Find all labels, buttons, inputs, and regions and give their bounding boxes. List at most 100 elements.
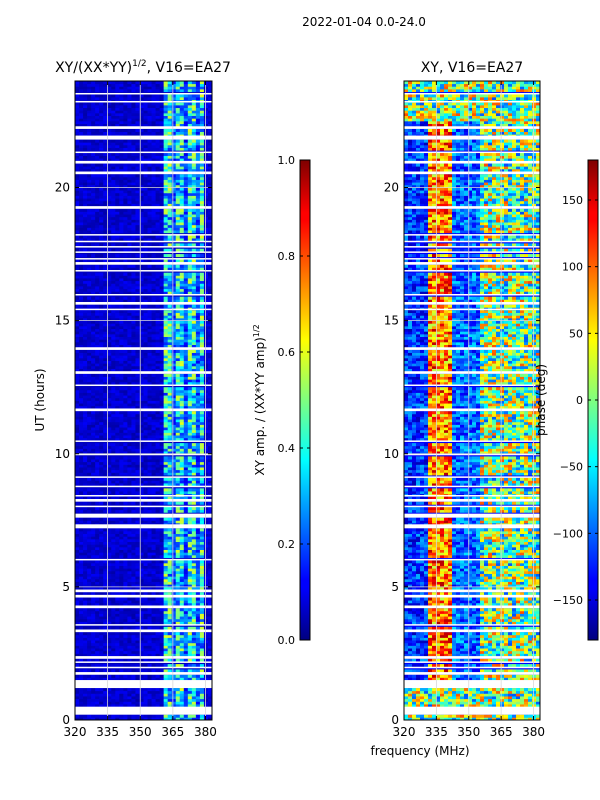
heatmap-cell [131, 546, 136, 550]
heatmap-cell [99, 658, 104, 662]
heatmap-cell [207, 312, 212, 316]
heatmap-cell [95, 677, 100, 681]
heatmap-cell [199, 413, 205, 417]
heatmap-cell [199, 528, 205, 532]
heatmap-cell [143, 488, 148, 492]
heatmap-cell [147, 278, 152, 282]
heatmap-cell [191, 344, 197, 348]
heatmap-cell [151, 376, 156, 380]
heatmap-cell [203, 333, 209, 337]
heatmap-cell [79, 560, 84, 564]
heatmap-cell [83, 717, 88, 720]
heatmap-cell [191, 536, 197, 540]
heatmap-cell [199, 653, 205, 657]
heatmap-cell [143, 610, 148, 614]
heatmap-cell [79, 584, 84, 588]
heatmap-cell [119, 576, 124, 580]
heatmap-cell [111, 704, 116, 708]
heatmap-cell [179, 544, 185, 548]
heatmap-cell [183, 472, 189, 476]
heatmap-cell [163, 272, 169, 276]
heatmap-cell [119, 230, 124, 234]
heatmap-cell [115, 467, 120, 471]
heatmap-cell [163, 554, 169, 558]
heatmap-cell [91, 344, 96, 348]
heatmap-cell [187, 259, 193, 263]
heatmap-cell [123, 560, 128, 564]
heatmap-cell [199, 448, 205, 452]
heatmap-cell [163, 397, 169, 401]
heatmap-cell [87, 570, 92, 574]
heatmap-cell [151, 416, 156, 420]
heatmap-cell [127, 698, 132, 702]
heatmap-cell [171, 701, 177, 705]
heatmap-cell [115, 323, 120, 327]
heatmap-cell [147, 243, 152, 247]
heatmap-cell [203, 693, 209, 697]
heatmap-cell [175, 634, 181, 638]
heatmap-cell [99, 533, 104, 537]
heatmap-cell [171, 602, 177, 606]
heatmap-cell [107, 491, 112, 495]
heatmap-cell [155, 456, 161, 460]
heatmap-cell [155, 286, 161, 290]
heatmap-cell [79, 451, 84, 455]
heatmap-cell [155, 576, 161, 580]
heatmap-cell [107, 546, 112, 550]
heatmap-cell [79, 355, 84, 359]
heatmap-cell [91, 538, 96, 543]
heatmap-cell [175, 626, 181, 630]
heatmap-cell [139, 528, 144, 532]
heatmap-cell [103, 701, 108, 705]
heatmap-cell [199, 403, 205, 407]
heatmap-cell [139, 389, 144, 393]
heatmap-cell [207, 299, 212, 303]
heatmap-cell [75, 373, 80, 377]
heatmap-cell [179, 464, 185, 468]
heatmap-cell [95, 435, 100, 439]
heatmap-cell [191, 360, 197, 364]
heatmap-cell [195, 491, 201, 495]
heatmap-cell [171, 650, 177, 654]
heatmap-cell [147, 427, 152, 431]
heatmap-cell [99, 520, 104, 524]
heatmap-cell [139, 637, 144, 641]
heatmap-cell [191, 560, 197, 564]
heatmap-cell [187, 650, 193, 654]
heatmap-cell [155, 496, 161, 500]
heatmap-cell [203, 717, 209, 720]
heatmap-cell [195, 421, 201, 425]
heatmap-cell [119, 669, 124, 673]
heatmap-cell [191, 435, 197, 439]
heatmap-cell [107, 291, 112, 295]
heatmap-cell [199, 693, 205, 697]
heatmap-cell [171, 642, 177, 646]
heatmap-cell [167, 395, 173, 399]
heatmap-cell [147, 650, 152, 654]
heatmap-cell [199, 259, 205, 263]
heatmap-cell [99, 467, 104, 471]
heatmap-cell [107, 264, 112, 268]
heatmap-cell [179, 632, 185, 636]
heatmap-cell [199, 283, 205, 287]
heatmap-cell [187, 365, 193, 369]
heatmap-cell [103, 331, 108, 335]
heatmap-cell [203, 400, 209, 404]
heatmap-cell [91, 456, 96, 460]
heatmap-cell [175, 368, 181, 372]
heatmap-cell [79, 333, 84, 337]
heatmap-cell [207, 626, 212, 630]
heatmap-cell [119, 544, 124, 548]
heatmap-cell [103, 650, 108, 654]
heatmap-cell [183, 653, 189, 657]
heatmap-cell [111, 690, 116, 694]
heatmap-cell [95, 320, 100, 324]
heatmap-cell [199, 469, 205, 473]
heatmap-cell [123, 701, 128, 705]
heatmap-cell [119, 421, 124, 425]
heatmap-cell [175, 360, 181, 364]
heatmap-cell [127, 443, 132, 447]
heatmap-cell [95, 483, 100, 487]
heatmap-cell [99, 616, 104, 620]
heatmap-cell [103, 640, 108, 644]
